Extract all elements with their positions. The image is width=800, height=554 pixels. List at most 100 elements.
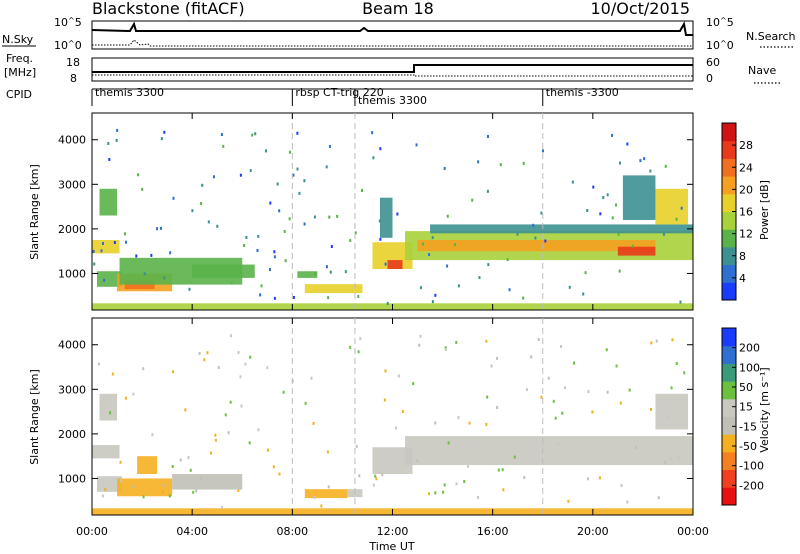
power-speck [662,232,665,236]
cpid-segment-1: rbsp CT-trig 220 [295,86,383,99]
velocity-colorbar-swatch [722,487,736,506]
power-speck [116,129,119,133]
velocity-patch-3 [117,478,173,497]
power-speck [325,165,328,169]
velocity-speck [97,362,100,366]
velocity-speck [206,351,209,355]
velocity-cb-tick-label: -50 [739,440,757,453]
velocity-speck [142,495,145,499]
velocity-speck [266,448,269,452]
power-speck [278,209,281,213]
velocity-colorbar-swatch [722,328,736,347]
power-speck [220,133,223,137]
power-ytick-label: 1000 [58,267,86,280]
power-speck [108,157,111,161]
power-cb-label: Power [dB] [758,180,771,240]
power-speck [386,301,389,305]
power-speck [163,276,166,280]
power-speck [327,296,330,300]
velocity-speck [327,485,330,489]
velocity-cb-tick-label: 50 [739,381,753,394]
velocity-speck [124,396,127,400]
nsky-trace [91,21,693,36]
power-speck [191,209,194,213]
power-patch-2 [97,271,123,287]
power-speck [103,278,106,282]
velocity-speck [132,392,135,396]
velocity-speck [161,490,164,494]
power-speck [298,191,301,195]
freq-tick-bottom: 8 [70,72,77,85]
power-cb-tick-label: 16 [739,206,753,219]
velocity-speck [132,484,135,488]
power-ytick-label: 4000 [58,134,86,147]
power-colorbar-swatch [722,264,736,283]
velocity-speck [573,361,576,365]
velocity-speck [447,441,450,445]
velocity-speck [198,351,201,355]
power-panel [91,112,694,311]
velocity-speck [272,465,275,469]
power-speck [434,293,437,297]
velocity-speck [468,421,471,425]
power-colorbar: 4 8 12 16 20 24 28 [721,122,753,301]
power-speck [534,236,537,240]
nsky-tick-top: 10^5 [54,16,82,29]
power-speck [679,300,682,304]
power-speck [93,262,96,266]
velocity-speck [486,395,489,399]
velocity-speck [605,348,608,352]
power-speck [216,224,219,228]
station-title: Blackstone (fitACF) [92,0,245,18]
velocity-speck [497,468,500,472]
cpid-segment-0: themis 3300 [95,86,164,99]
velocity-speck [591,410,594,414]
power-speck [269,201,272,205]
velocity-speck [496,356,499,360]
velocity-speck [476,495,479,499]
power-speck [344,270,347,274]
velocity-speck [266,366,269,370]
nsearch-trace [92,39,693,47]
velocity-panel [91,317,694,516]
velocity-speck [221,506,224,510]
power-speck [422,242,425,246]
power-speck [141,187,144,191]
velocity-speck [179,458,182,462]
power-ytick-label: 3000 [58,178,86,191]
velocity-speck [172,370,175,374]
velocity-speck [375,477,378,481]
power-speck [314,272,317,276]
power-scatter [92,129,683,305]
velocity-speck [381,473,384,477]
velocity-speck [455,482,458,486]
power-speck [328,144,331,148]
power-speck [453,243,456,247]
velocity-speck [485,339,488,343]
velocity-speck [457,416,460,420]
power-speck [160,137,163,141]
power-patch-14 [617,246,656,256]
power-patch-0 [92,240,120,254]
power-speck [457,284,460,288]
velocity-patch-5 [172,473,243,490]
power-colorbar-swatch [722,123,736,142]
power-speck [292,173,295,177]
velocity-speck [372,483,375,487]
power-colorbar-swatch [722,211,736,230]
velocity-speck [628,388,631,392]
power-speck [292,295,295,299]
power-speck [222,144,225,148]
power-colorbar-swatch [722,282,736,301]
power-speck [230,281,233,285]
velocity-speck [664,461,667,465]
power-speck [276,182,279,186]
velocity-speck [443,483,446,487]
velocity-speck [119,460,122,464]
velocity-speck [162,483,165,487]
velocity-speck [248,441,251,445]
velocity-speck [229,400,232,404]
date-title: 10/Oct/2015 [590,0,690,18]
velocity-speck [214,433,217,437]
axes: 1000 2000 3000 4000 1000 2000 3000 4000 00:00 04:… [58,113,709,538]
